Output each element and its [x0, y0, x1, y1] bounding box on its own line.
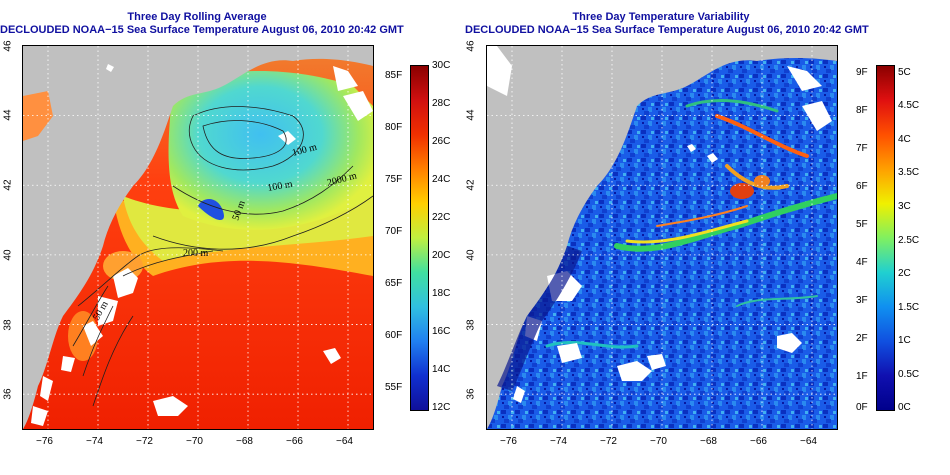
- left-sst-map-graphic: 100 m 100 m 2000 m 50 m 200 m 50 m: [23, 46, 373, 429]
- colorbar-c-label: 1C: [898, 335, 911, 346]
- contour-label: 200 m: [183, 248, 209, 259]
- colorbar-c-label: 3.5C: [898, 167, 920, 178]
- colorbar-c-label: 5C: [898, 67, 911, 78]
- colorbar-f-label: 75F: [385, 174, 403, 185]
- x-tick-label: −76: [36, 436, 53, 447]
- y-tick-label: 40: [465, 249, 477, 261]
- left-map-subtitle: DECLOUDED NOAA−15 Sea Surface Temperatur…: [0, 24, 404, 36]
- left-sst-map: 100 m 100 m 2000 m 50 m 200 m 50 m: [22, 45, 374, 430]
- colorbar-c-label: 0.5C: [898, 369, 920, 380]
- y-tick-label: 42: [2, 179, 14, 191]
- x-tick-label: −68: [700, 436, 717, 447]
- colorbar-f-label: 6F: [856, 181, 868, 192]
- colorbar-c-label: 2.5C: [898, 235, 920, 246]
- x-tick-label: −74: [86, 436, 103, 447]
- x-tick-label: −66: [750, 436, 767, 447]
- y-tick-label: 40: [2, 249, 14, 261]
- colorbar-c-label: 3C: [898, 201, 911, 212]
- colorbar-c-label: 18C: [432, 288, 451, 299]
- colorbar-f-label: 2F: [856, 333, 868, 344]
- left-colorbar: [410, 65, 429, 411]
- colorbar-f-label: 65F: [385, 278, 403, 289]
- right-map-title: Three Day Temperature Variability: [572, 11, 750, 23]
- x-tick-label: −68: [236, 436, 253, 447]
- y-tick-label: 38: [2, 319, 14, 331]
- colorbar-c-label: 2C: [898, 268, 911, 279]
- y-tick-label: 44: [2, 109, 14, 121]
- colorbar-f-label: 5F: [856, 219, 868, 230]
- colorbar-c-label: 1.5C: [898, 302, 920, 313]
- colorbar-f-label: 80F: [385, 122, 403, 133]
- colorbar-f-label: 0F: [856, 402, 868, 413]
- colorbar-c-label: 28C: [432, 98, 451, 109]
- colorbar-c-label: 0C: [898, 402, 911, 413]
- colorbar-c-label: 22C: [432, 212, 451, 223]
- x-tick-label: −76: [500, 436, 517, 447]
- colorbar-c-label: 4.5C: [898, 100, 920, 111]
- y-tick-label: 46: [465, 40, 477, 52]
- x-tick-label: −66: [286, 436, 303, 447]
- y-tick-label: 46: [2, 40, 14, 52]
- x-tick-label: −72: [136, 436, 153, 447]
- contour-label: 100 m: [267, 179, 294, 194]
- x-tick-label: −74: [550, 436, 567, 447]
- colorbar-f-label: 3F: [856, 295, 868, 306]
- right-map-subtitle: DECLOUDED NOAA−15 Sea Surface Temperatur…: [465, 24, 869, 36]
- right-variability-map-graphic: [487, 46, 837, 429]
- colorbar-c-label: 14C: [432, 364, 451, 375]
- x-tick-label: −70: [650, 436, 667, 447]
- y-tick-label: 42: [465, 179, 477, 191]
- colorbar-f-label: 70F: [385, 226, 403, 237]
- colorbar-c-label: 20C: [432, 250, 451, 261]
- x-tick-label: −64: [336, 436, 353, 447]
- colorbar-f-label: 85F: [385, 70, 403, 81]
- left-map-title: Three Day Rolling Average: [127, 11, 267, 23]
- colorbar-c-label: 16C: [432, 326, 451, 337]
- y-tick-label: 36: [465, 388, 477, 400]
- colorbar-c-label: 4C: [898, 134, 911, 145]
- colorbar-c-label: 12C: [432, 402, 451, 413]
- right-colorbar: [876, 65, 895, 411]
- colorbar-f-label: 1F: [856, 371, 868, 382]
- y-tick-label: 38: [465, 319, 477, 331]
- x-tick-label: −72: [600, 436, 617, 447]
- colorbar-f-label: 8F: [856, 105, 868, 116]
- colorbar-f-label: 9F: [856, 67, 868, 78]
- right-variability-map: [486, 45, 838, 430]
- colorbar-f-label: 4F: [856, 257, 868, 268]
- colorbar-c-label: 26C: [432, 136, 451, 147]
- y-tick-label: 36: [2, 388, 14, 400]
- x-tick-label: −64: [800, 436, 817, 447]
- x-tick-label: −70: [186, 436, 203, 447]
- colorbar-f-label: 60F: [385, 330, 403, 341]
- colorbar-f-label: 7F: [856, 143, 868, 154]
- colorbar-f-label: 55F: [385, 382, 403, 393]
- y-tick-label: 44: [465, 109, 477, 121]
- colorbar-c-label: 30C: [432, 60, 451, 71]
- colorbar-c-label: 24C: [432, 174, 451, 185]
